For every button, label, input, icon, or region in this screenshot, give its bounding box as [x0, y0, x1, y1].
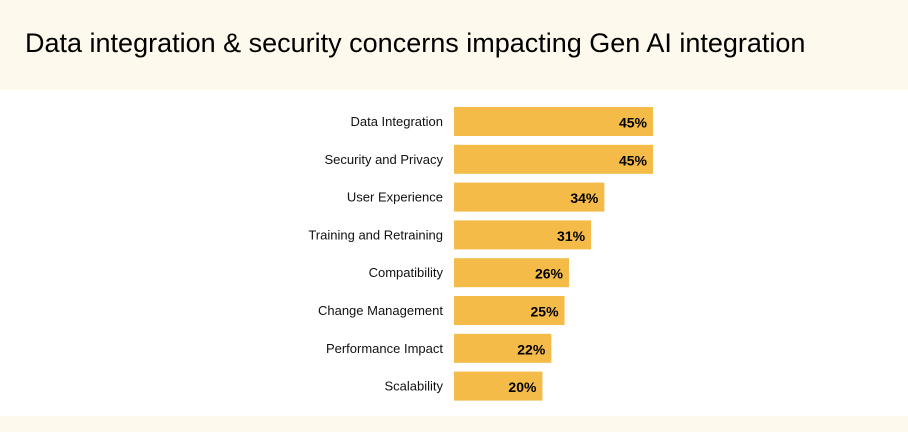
- bar-performance-impact: [454, 333, 552, 363]
- value-label-user-experience: 34%: [570, 190, 599, 206]
- bar-change-management: [454, 296, 565, 325]
- bar-user-experience: [454, 182, 605, 212]
- category-label-data-integration: Data Integration: [350, 114, 443, 129]
- bar-security-and-privacy: [454, 144, 653, 174]
- value-label-performance-impact: 22%: [517, 341, 546, 357]
- value-label-scalability: 20%: [508, 379, 537, 395]
- bar-data-integration: [454, 107, 653, 136]
- category-label-user-experience: User Experience: [347, 190, 443, 205]
- category-label-training-and-retraining: Training and Retraining: [308, 227, 443, 242]
- bar-scalability: [454, 371, 543, 401]
- value-label-security-and-privacy: 45%: [619, 152, 648, 168]
- category-label-scalability: Scalability: [384, 379, 443, 394]
- title-banner: Data integration & security concerns imp…: [0, 0, 908, 90]
- bar-chart: Data Integration 45% Security and Privacy 4…: [308, 107, 653, 401]
- value-label-compatibility: 26%: [535, 266, 564, 282]
- value-label-data-integration: 45%: [619, 115, 648, 131]
- chart-title: Data integration & security concerns imp…: [25, 28, 806, 58]
- category-label-security-and-privacy: Security and Privacy: [325, 152, 444, 167]
- value-label-training-and-retraining: 31%: [557, 228, 586, 244]
- category-label-change-management: Change Management: [318, 303, 443, 318]
- bar-training-and-retraining: [454, 220, 592, 250]
- category-label-compatibility: Compatibility: [369, 265, 444, 280]
- category-label-performance-impact: Performance Impact: [326, 341, 443, 356]
- value-label-change-management: 25%: [531, 304, 560, 320]
- bar-compatibility: [454, 258, 569, 288]
- chart-panel: Data Integration 45% Security and Privacy 4…: [0, 90, 908, 416]
- footer-strip: [0, 416, 908, 432]
